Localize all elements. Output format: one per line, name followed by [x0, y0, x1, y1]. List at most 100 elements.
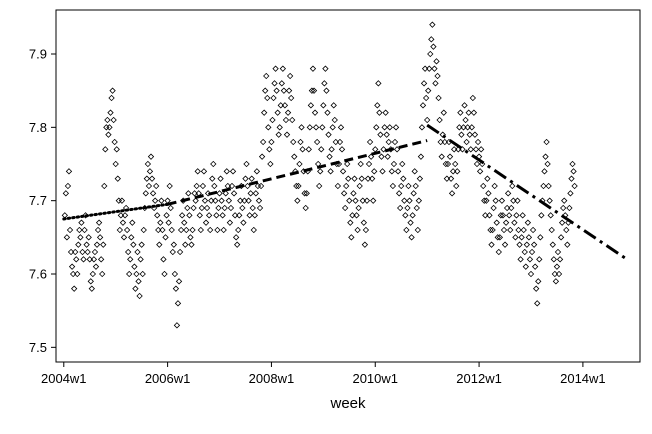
data-point [370, 197, 377, 204]
data-point [483, 197, 490, 204]
data-point [247, 190, 254, 197]
data-point [229, 168, 237, 175]
data-point [553, 263, 561, 270]
data-point [142, 190, 149, 197]
data-point [375, 80, 382, 87]
data-point [285, 87, 293, 94]
data-point [363, 197, 371, 204]
data-point [80, 256, 87, 263]
data-point [139, 270, 146, 278]
data-point [295, 182, 302, 190]
data-point [357, 160, 364, 168]
data-point [242, 175, 249, 182]
data-point [296, 160, 303, 168]
data-point [444, 160, 452, 168]
data-point [202, 219, 210, 226]
data-point [554, 248, 562, 256]
data-point [548, 226, 555, 234]
data-point [385, 138, 392, 146]
data-point [148, 175, 156, 182]
data-point [182, 241, 189, 248]
data-point [397, 204, 404, 212]
data-point [230, 190, 238, 197]
data-point [173, 322, 181, 329]
data-point [484, 175, 491, 182]
data-point [269, 116, 276, 124]
data-point [471, 131, 479, 138]
data-point [130, 241, 137, 248]
data-point [469, 94, 477, 102]
data-point [399, 160, 406, 168]
data-point [307, 102, 315, 109]
data-point [378, 153, 385, 160]
data-point [94, 226, 102, 234]
data-point [200, 168, 208, 175]
data-point [440, 109, 447, 116]
data-point [352, 197, 359, 204]
data-point [157, 219, 164, 226]
data-point [302, 204, 309, 212]
data-point [131, 263, 138, 270]
data-point [406, 197, 413, 204]
data-point [178, 212, 186, 219]
data-point [143, 175, 151, 182]
x-tick-label: 2004w1 [41, 371, 87, 386]
data-point [239, 204, 246, 212]
data-point [138, 241, 145, 248]
data-point [104, 116, 111, 124]
data-point [241, 197, 248, 204]
data-point [67, 248, 75, 256]
data-point [211, 182, 218, 190]
data-point [324, 109, 331, 116]
data-point [63, 234, 71, 241]
data-point [124, 248, 132, 256]
data-point [359, 197, 366, 204]
data-point [401, 197, 408, 204]
data-point [227, 204, 235, 212]
data-point [65, 168, 73, 175]
data-point [550, 256, 557, 263]
data-point [313, 138, 321, 146]
data-point [102, 146, 109, 153]
data-point [264, 94, 271, 102]
data-point [225, 197, 233, 204]
data-point [86, 256, 93, 263]
data-point [199, 182, 207, 190]
data-point [450, 146, 458, 153]
data-point [332, 138, 339, 146]
data-point [68, 263, 76, 270]
data-point [351, 175, 358, 182]
data-point [213, 212, 220, 219]
data-point [413, 204, 420, 212]
data-point [358, 175, 365, 182]
data-point [458, 131, 465, 138]
data-point [360, 219, 367, 226]
data-point [99, 270, 106, 278]
data-point [527, 270, 535, 278]
data-point [343, 182, 350, 190]
x-tick-label: 2006w1 [145, 371, 191, 386]
data-point [547, 212, 554, 219]
data-point [417, 153, 425, 160]
data-point [433, 58, 440, 65]
data-point [136, 292, 143, 300]
data-point [134, 248, 141, 256]
data-point [133, 270, 140, 278]
data-point [486, 212, 493, 219]
data-point [546, 197, 553, 204]
data-point [537, 234, 544, 241]
data-point [568, 175, 575, 182]
data-point [252, 190, 260, 197]
data-point [221, 204, 228, 212]
data-point [398, 182, 405, 190]
data-point [216, 190, 223, 197]
trend-line-dotted [62, 202, 170, 221]
data-point [338, 146, 346, 153]
data-point [197, 226, 204, 234]
data-point [452, 160, 459, 168]
data-point [201, 197, 209, 204]
data-point [368, 175, 376, 182]
data-point [160, 256, 167, 263]
data-point [303, 190, 310, 197]
data-point [245, 197, 252, 204]
